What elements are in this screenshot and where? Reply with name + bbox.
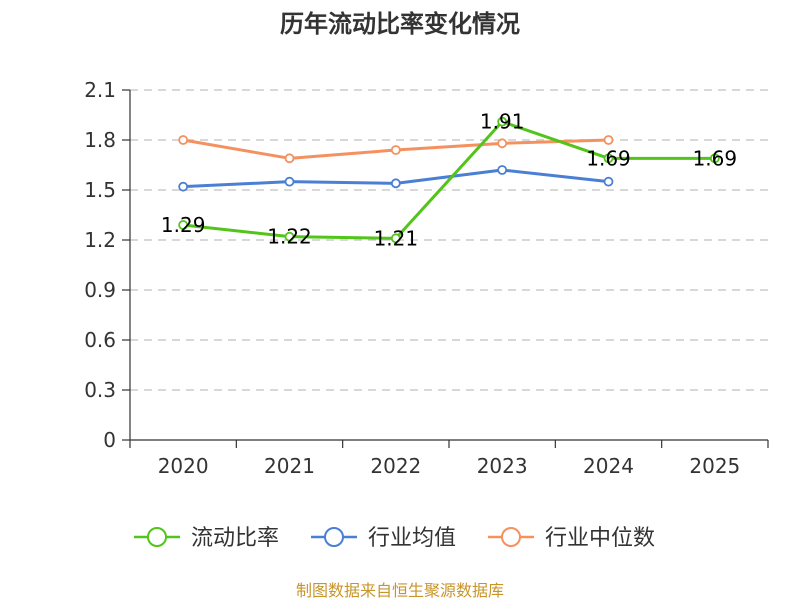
legend-marker	[147, 527, 167, 547]
data-label: 1.69	[693, 146, 738, 170]
data-point	[497, 165, 508, 175]
chart-title: 历年流动比率变化情况	[280, 10, 520, 38]
x-tick-label: 2022	[370, 454, 421, 478]
data-point	[497, 138, 508, 149]
data-point	[709, 153, 720, 164]
data-point	[390, 145, 401, 155]
y-tick-label: 0.9	[84, 278, 116, 302]
data-label: 1.29	[161, 213, 206, 237]
data-label: 1.22	[267, 225, 312, 249]
legend-item-0[interactable]: 流动比率	[134, 526, 279, 551]
y-tick-label: 1.5	[84, 178, 116, 202]
series-line-0	[183, 120, 715, 240]
x-tick-label: 2021	[264, 454, 315, 478]
data-point	[284, 153, 295, 164]
x-tick-label: 2024	[583, 454, 634, 478]
y-tick-label: 2.1	[84, 78, 116, 102]
data-label: 1.91	[480, 110, 525, 134]
data-label: 1.69	[586, 146, 631, 170]
legend-marker	[324, 527, 344, 547]
x-tick-label: 2023	[477, 454, 528, 478]
y-tick-label: 1.8	[84, 128, 116, 152]
legend-label: 行业中位数	[545, 526, 655, 551]
source-note: 制图数据来自恒生聚源数据库	[296, 581, 504, 600]
x-tick-label: 2025	[689, 454, 740, 478]
legend-item-2[interactable]: 行业中位数	[488, 526, 655, 551]
y-tick-label: 1.2	[84, 228, 116, 252]
data-point	[178, 220, 189, 230]
legend-item-1[interactable]: 行业均值	[311, 526, 456, 551]
legend-marker	[501, 527, 521, 547]
data-point	[178, 181, 189, 192]
data-point	[284, 231, 295, 242]
data-point	[603, 153, 614, 164]
data-point	[497, 116, 508, 127]
legend-label: 流动比率	[191, 526, 279, 551]
data-point	[603, 176, 614, 187]
legend-label: 行业均值	[368, 526, 456, 551]
legend[interactable]: 流动比率 行业均值 行业中位数	[134, 526, 655, 551]
y-tick-label: 0.6	[84, 328, 116, 352]
data-point	[390, 233, 401, 244]
axes: 0 0.3 0.6 0.9 1.2 1.5 1.8 2.1 2020 2021 2022 2023 20…	[84, 78, 769, 478]
series-layer	[178, 116, 720, 244]
data-label: 1.21	[374, 226, 419, 250]
y-tick-label: 0	[103, 428, 116, 452]
data-point	[603, 135, 614, 145]
data-labels: 1.29 1.22 1.21 1.91 1.69 1.69	[161, 110, 737, 251]
data-point	[390, 178, 401, 189]
data-point	[178, 135, 189, 145]
x-tick-label: 2020	[158, 454, 209, 478]
y-tick-label: 0.3	[84, 378, 116, 402]
grid	[130, 89, 768, 391]
data-point	[284, 176, 295, 187]
